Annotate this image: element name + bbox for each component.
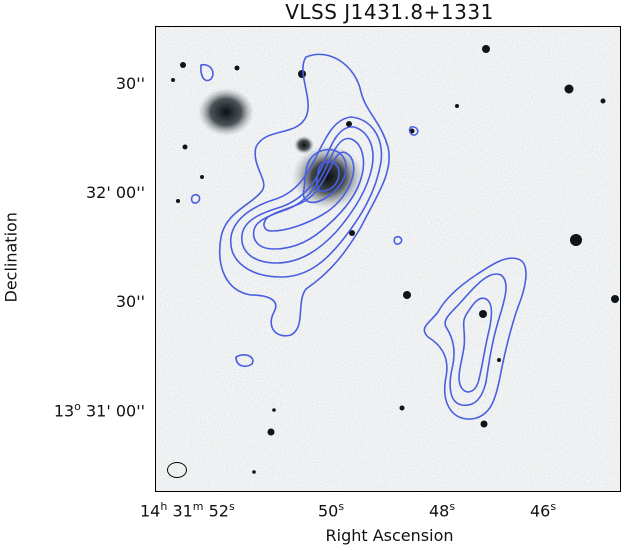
star: [298, 70, 306, 78]
figure-title: VLSS J1431.8+1331: [285, 0, 494, 24]
image-panel: [155, 26, 621, 492]
star: [455, 104, 459, 108]
star: [480, 420, 488, 428]
star: [176, 199, 180, 203]
contour-3: [241, 126, 374, 264]
star: [346, 121, 352, 127]
y-axis-title: Declination: [1, 212, 21, 303]
x-axis-title: Right Ascension: [325, 526, 454, 545]
contour-1: [219, 53, 390, 337]
star: [482, 45, 490, 53]
y-tick-label-2: 32' 00'': [86, 183, 145, 202]
star: [497, 358, 501, 362]
x-tick-label-3: 48s: [429, 500, 456, 521]
star: [399, 405, 405, 411]
contour-east-2: [444, 273, 507, 407]
star: [570, 234, 582, 246]
contour-east-1: [423, 257, 527, 420]
star: [182, 144, 188, 150]
contour-4: [252, 137, 365, 250]
contour-small-5: [235, 354, 254, 367]
star: [349, 230, 355, 236]
contour-7: [316, 160, 340, 192]
y-tick-label-3: 30'': [115, 292, 145, 311]
galaxy-knot: [294, 136, 314, 154]
star: [234, 65, 240, 71]
contour-small-1: [200, 63, 214, 82]
contour-east-3: [458, 297, 493, 393]
star: [600, 98, 606, 104]
x-tick-label-1: 14h 31m 52s: [140, 500, 235, 521]
star: [611, 295, 619, 303]
contour-2: [230, 116, 383, 278]
galaxy-upper-left: [198, 88, 254, 136]
x-tick-label-4: 46s: [530, 500, 557, 521]
contour-6: [302, 148, 347, 204]
star: [180, 62, 186, 68]
star: [171, 78, 175, 82]
contour-small-4: [393, 235, 403, 245]
contour-small-3: [408, 126, 419, 136]
star: [267, 428, 275, 436]
contour-small-2: [190, 193, 201, 204]
y-tick-label-1: 30'': [115, 74, 145, 93]
star: [272, 408, 276, 412]
star: [403, 291, 411, 299]
x-tick-label-2: 50s: [318, 500, 345, 521]
radio-contours: [190, 53, 527, 420]
beam-ellipse: [167, 462, 187, 478]
y-tick-label-4: 13o 31' 00'': [53, 400, 145, 421]
star: [479, 310, 487, 318]
star: [564, 84, 574, 94]
contour-5: [263, 151, 355, 232]
sky-image: [156, 27, 620, 491]
star: [200, 175, 204, 179]
star: [252, 470, 256, 474]
